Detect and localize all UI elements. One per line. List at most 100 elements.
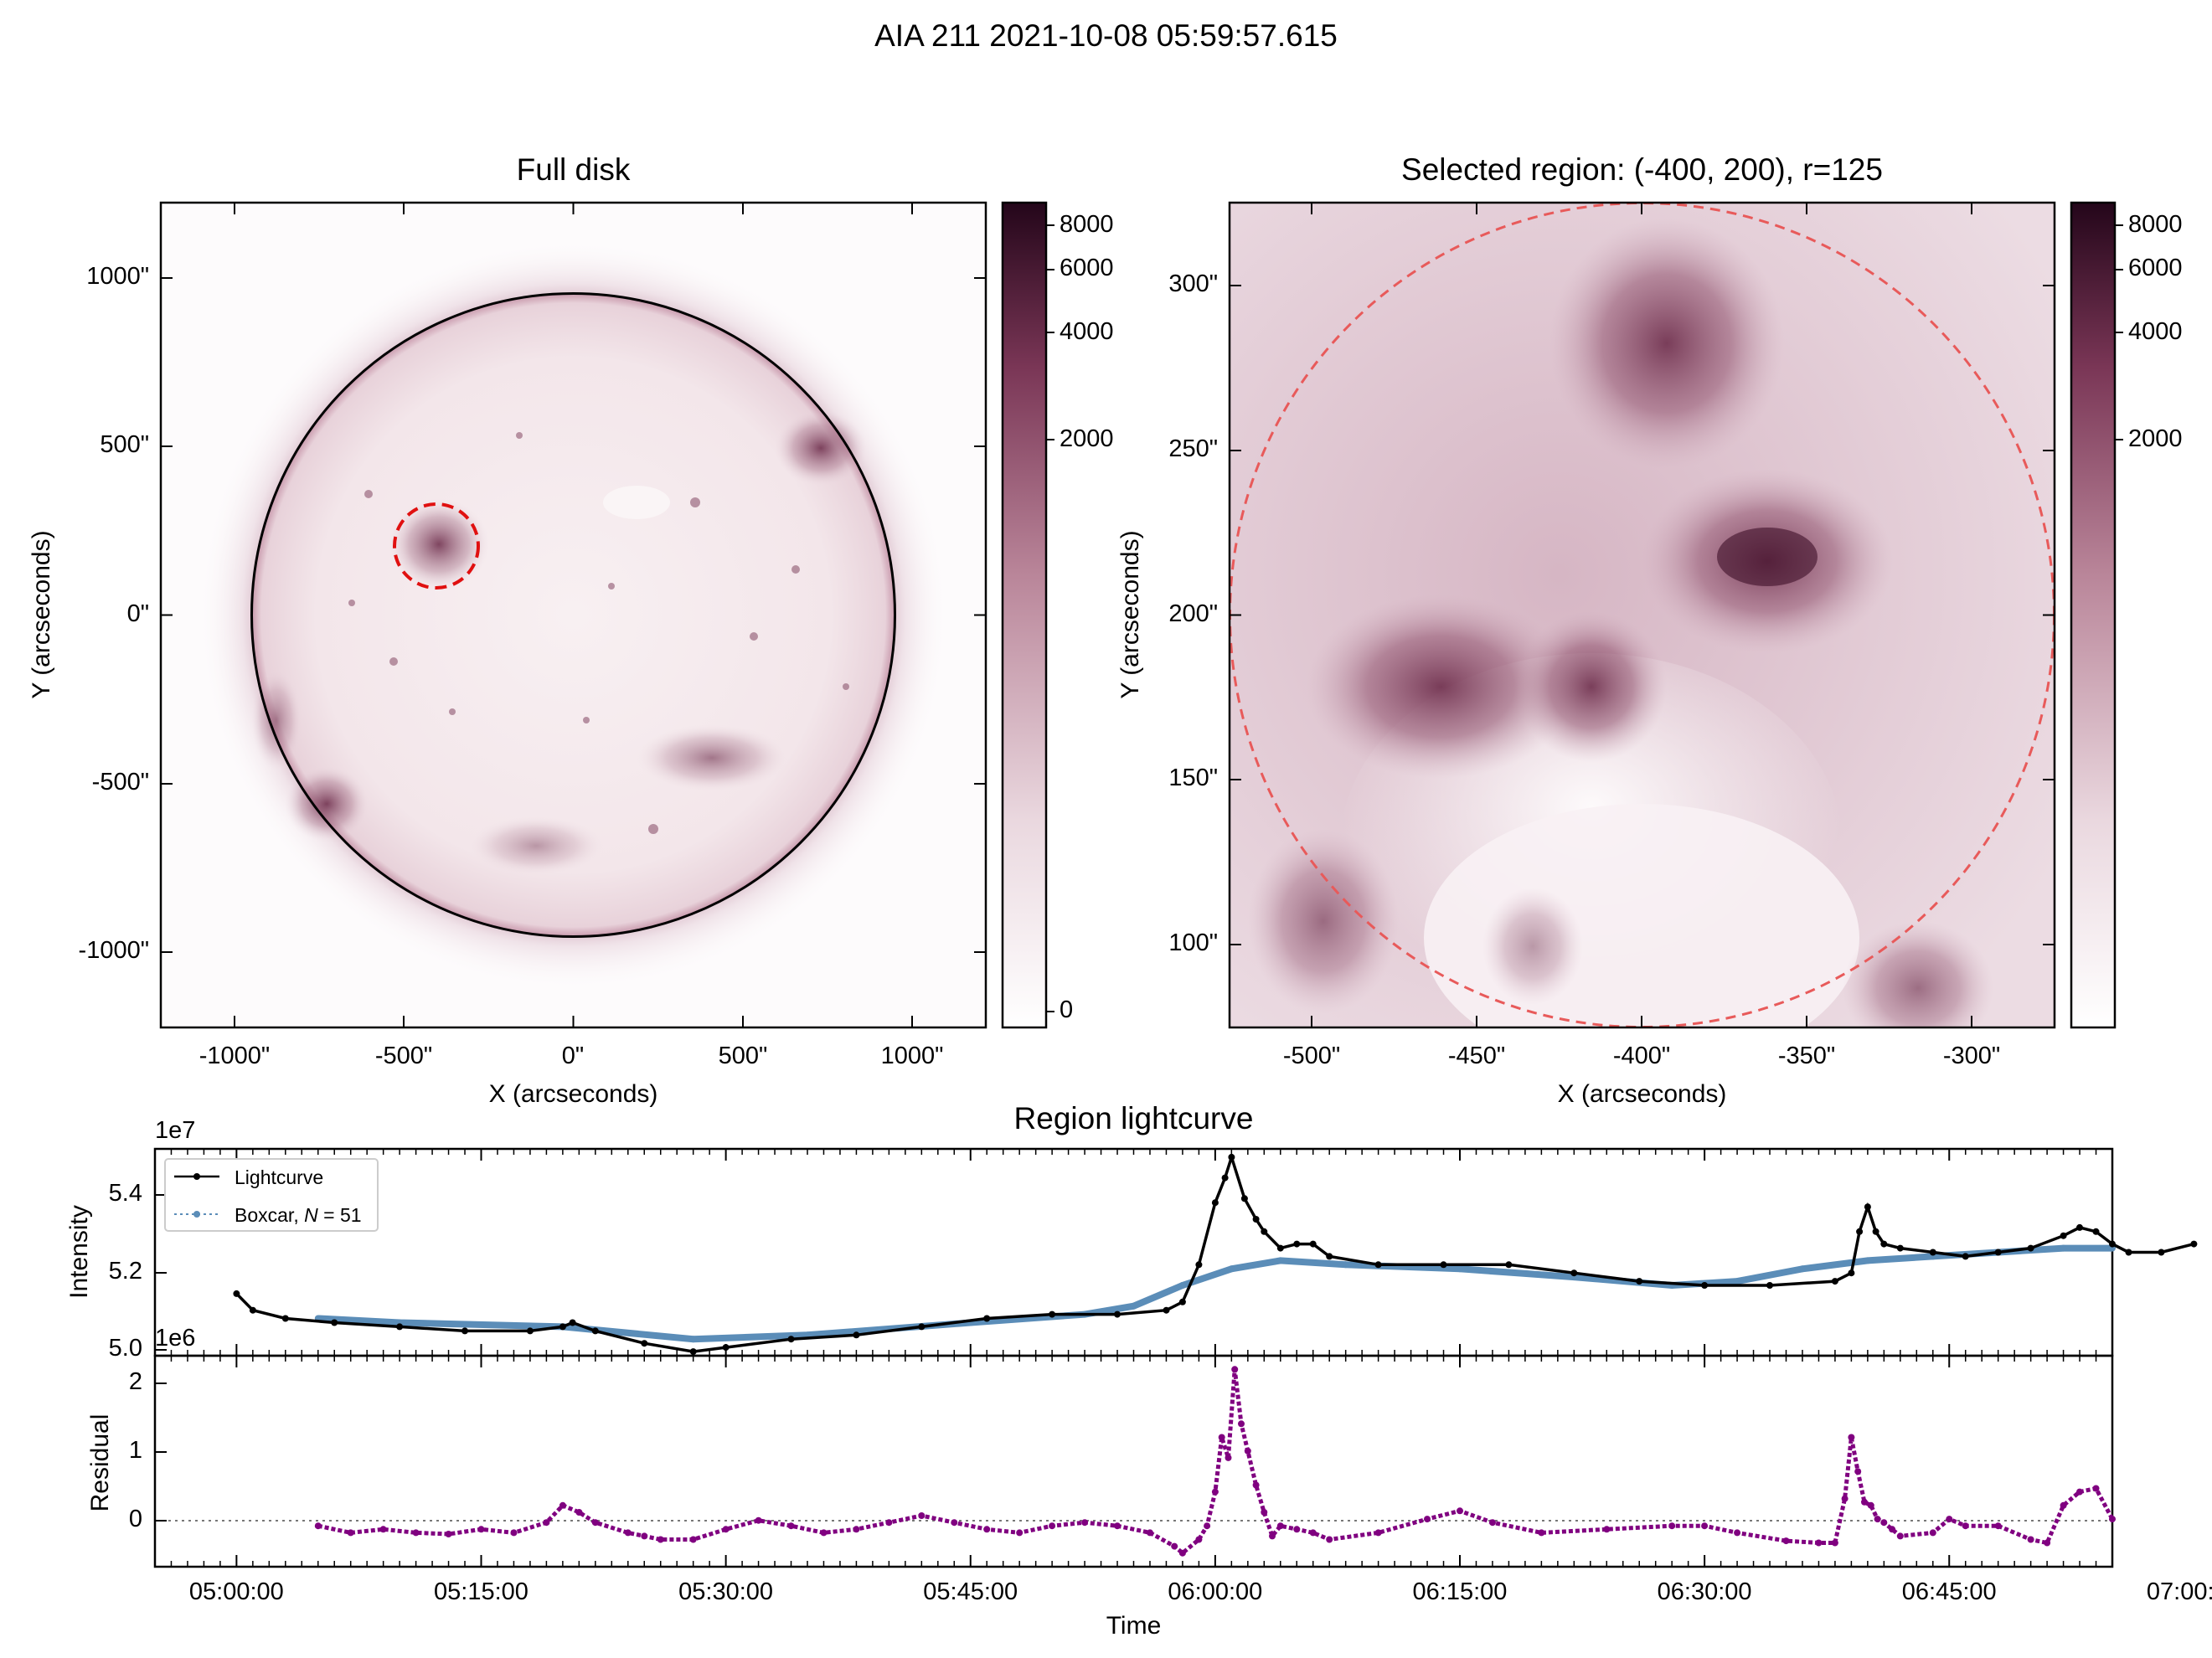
legend-boxcar: Boxcar, N = 51 bbox=[235, 1204, 362, 1226]
selected-region-ytick: 200" bbox=[1168, 600, 1218, 627]
time-tick-label: 05:30:00 bbox=[678, 1578, 774, 1605]
lightcurve-point bbox=[1211, 1199, 1219, 1207]
lightcurve-ytick: 5.2 bbox=[108, 1258, 142, 1285]
lightcurve-point bbox=[1896, 1244, 1904, 1252]
residual-point bbox=[983, 1526, 991, 1533]
residual-point bbox=[1231, 1366, 1239, 1373]
residual-point bbox=[1782, 1537, 1790, 1545]
lightcurve-point bbox=[1856, 1228, 1864, 1235]
boxcar-point bbox=[1130, 1302, 1137, 1310]
residual-point bbox=[1261, 1509, 1268, 1516]
lightcurve-point bbox=[2109, 1240, 2116, 1248]
lightcurve-point bbox=[281, 1315, 289, 1322]
residual-point bbox=[2044, 1539, 2051, 1547]
boxcar-point bbox=[1734, 1278, 1741, 1285]
residual-series-line bbox=[317, 1369, 2115, 1556]
boxcar-point bbox=[1457, 1265, 1463, 1273]
selected-region-xlabel: X (arcseconds) bbox=[1557, 1080, 1727, 1108]
residual-point bbox=[445, 1531, 452, 1537]
lightcurve-point bbox=[559, 1323, 566, 1331]
residual-ytick: 0 bbox=[128, 1506, 142, 1532]
selected-region-image bbox=[1230, 203, 2055, 1027]
lightcurve-ytick: 5.4 bbox=[108, 1180, 142, 1207]
residual-point bbox=[1114, 1522, 1121, 1530]
residual-point bbox=[477, 1526, 485, 1533]
lightcurve-point bbox=[1831, 1278, 1838, 1285]
lightcurve-point bbox=[1636, 1278, 1643, 1285]
full-disk-title: Full disk bbox=[516, 152, 631, 187]
full-disk-xtick: 1000" bbox=[880, 1043, 944, 1069]
full-disk-ytick: 500" bbox=[100, 431, 149, 458]
time-tick-label: 06:45:00 bbox=[1901, 1578, 1997, 1605]
full-disk-cbar-tick: 4000 bbox=[1060, 318, 1114, 345]
residual-point bbox=[1701, 1522, 1709, 1530]
lightcurve-point bbox=[461, 1327, 468, 1335]
residual-point bbox=[1889, 1526, 1896, 1533]
solar-limb-circle bbox=[250, 292, 896, 938]
lightcurve-point bbox=[1440, 1261, 1447, 1269]
selected-region-ytick: 150" bbox=[1168, 765, 1218, 791]
lightcurve-point bbox=[2158, 1249, 2165, 1256]
residual-point bbox=[1211, 1488, 1219, 1496]
selected-region-ylabel: Y (arcseconds) bbox=[1116, 530, 1144, 699]
residual-point bbox=[657, 1536, 664, 1543]
lightcurve-point bbox=[249, 1306, 256, 1314]
boxcar-point bbox=[2060, 1244, 2067, 1252]
residual-point bbox=[543, 1519, 550, 1527]
boxcar-point bbox=[1228, 1265, 1235, 1273]
residual-point bbox=[1309, 1529, 1317, 1537]
residual-point bbox=[1874, 1516, 1881, 1523]
lightcurve-point bbox=[569, 1319, 576, 1326]
residual-point bbox=[1276, 1522, 1284, 1530]
selected-region-xtick: -300" bbox=[1942, 1043, 2001, 1069]
lightcurve-point bbox=[1228, 1153, 1235, 1161]
residual-point bbox=[2092, 1485, 2100, 1492]
residual-point bbox=[347, 1529, 354, 1537]
lightcurve-point bbox=[1240, 1195, 1248, 1202]
full-disk-colorbar bbox=[1001, 201, 1048, 1029]
residual-point bbox=[1081, 1519, 1089, 1527]
lightcurve-series-line bbox=[235, 1152, 2194, 1353]
residual-point bbox=[820, 1529, 828, 1537]
residual-point bbox=[689, 1536, 697, 1543]
boxcar-point bbox=[1342, 1261, 1349, 1269]
selected-region-xtick: -350" bbox=[1777, 1043, 1836, 1069]
lightcurve-title: Region lightcurve bbox=[1013, 1101, 1254, 1135]
lightcurve-point bbox=[1252, 1216, 1260, 1223]
residual-ytick: 2 bbox=[128, 1368, 142, 1395]
lightcurve-ytick: 5.0 bbox=[108, 1335, 142, 1362]
boxcar-point bbox=[1799, 1265, 1806, 1273]
full-disk-xtick: -500" bbox=[374, 1043, 433, 1069]
lightcurve-point bbox=[1962, 1253, 1969, 1260]
lightcurve-point bbox=[1570, 1269, 1578, 1277]
residual-ytick: 1 bbox=[128, 1437, 142, 1464]
residual-point bbox=[722, 1526, 730, 1533]
lightcurve-point bbox=[641, 1340, 648, 1347]
selected-region-cbar-tick: 8000 bbox=[2128, 211, 2183, 238]
lightcurve-point bbox=[1261, 1228, 1268, 1235]
residual-offset: 1e6 bbox=[155, 1325, 196, 1352]
residual-point bbox=[1489, 1519, 1496, 1527]
lightcurve-point bbox=[1848, 1269, 1855, 1277]
selected-region-ticks bbox=[1230, 203, 2055, 1027]
lightcurve-point bbox=[853, 1331, 860, 1339]
lightcurve-point bbox=[1872, 1228, 1879, 1235]
lightcurve-point bbox=[2190, 1240, 2198, 1248]
lightcurve-point bbox=[1766, 1282, 1773, 1289]
selected-region-xtick: -400" bbox=[1612, 1043, 1671, 1069]
residual-point bbox=[1896, 1532, 1904, 1540]
lightcurve-point bbox=[1880, 1240, 1888, 1248]
full-disk-image bbox=[161, 203, 986, 1027]
selected-region-colorbar bbox=[2070, 201, 2117, 1029]
boxcar-point bbox=[1276, 1257, 1284, 1264]
lightcurve-point bbox=[1178, 1298, 1186, 1305]
residual-point bbox=[787, 1522, 795, 1530]
boxcar-point bbox=[1178, 1282, 1186, 1289]
boxcar-point bbox=[689, 1336, 697, 1343]
selected-region-ytick: 300" bbox=[1168, 270, 1218, 297]
full-disk-cbar-tick: 0 bbox=[1060, 996, 1074, 1023]
lightcurve-point bbox=[983, 1315, 991, 1322]
residual-point bbox=[1994, 1522, 2002, 1530]
boxcar-series-line bbox=[317, 1244, 2112, 1343]
lightcurve-point bbox=[1049, 1310, 1056, 1318]
